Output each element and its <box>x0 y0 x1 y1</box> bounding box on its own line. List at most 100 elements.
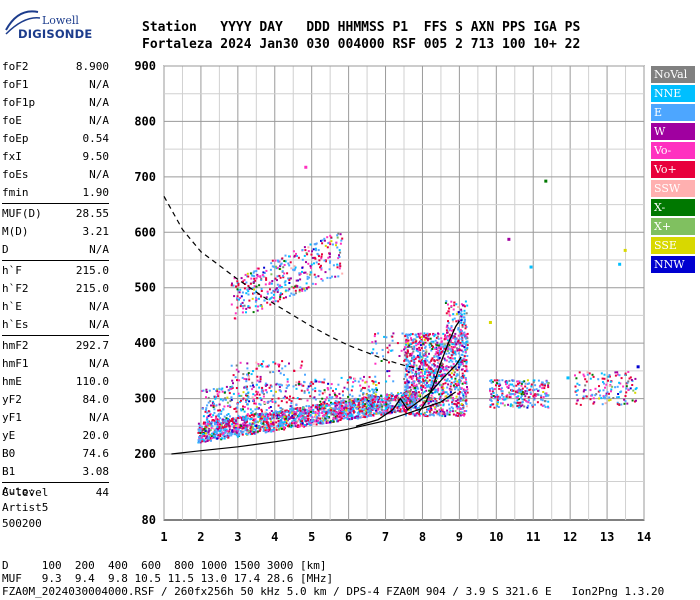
echo-point <box>312 248 315 251</box>
echo-point <box>240 303 242 306</box>
echo-point <box>255 425 258 427</box>
echo-point <box>417 380 420 383</box>
echo-point <box>404 354 407 357</box>
echo-point <box>204 421 207 424</box>
echo-point <box>293 265 296 268</box>
echo-point <box>263 266 266 269</box>
echo-point <box>214 397 217 400</box>
echo-point <box>354 416 356 419</box>
echo-point <box>463 355 466 358</box>
echo-point <box>288 282 291 284</box>
echo-point <box>460 387 463 390</box>
echo-point <box>566 376 570 380</box>
echo-point <box>301 422 304 425</box>
echo-point <box>445 379 448 382</box>
echo-point <box>523 380 526 383</box>
echo-point <box>361 410 364 413</box>
echo-point <box>410 359 413 362</box>
echo-point <box>316 415 319 418</box>
echo-point <box>336 420 339 423</box>
echo-point <box>431 357 434 360</box>
echo-point <box>411 356 414 359</box>
param-separator <box>2 203 109 204</box>
echo-point <box>262 427 265 430</box>
echo-point <box>464 336 467 339</box>
echo-point <box>540 396 543 399</box>
echo-point <box>439 343 442 346</box>
echo-point <box>423 411 426 414</box>
echo-point <box>287 277 290 280</box>
echo-point <box>583 375 586 378</box>
echo-point <box>462 399 465 402</box>
echo-point <box>459 328 462 331</box>
echo-point <box>600 372 603 375</box>
echo-point <box>314 276 317 279</box>
echo-point <box>526 392 528 395</box>
echo-point <box>380 404 383 407</box>
echo-point <box>530 383 533 386</box>
echo-point <box>371 405 374 408</box>
echo-point <box>401 332 404 335</box>
echo-point <box>410 369 413 372</box>
param-name: B1 <box>2 465 16 478</box>
echo-point <box>409 342 412 345</box>
echo-point <box>255 361 258 364</box>
echo-point <box>258 380 261 383</box>
echo-point <box>269 288 271 291</box>
echo-point <box>466 337 469 340</box>
echo-point <box>370 411 373 414</box>
echo-point <box>239 416 242 419</box>
echo-point <box>386 408 389 411</box>
echo-point <box>277 397 280 400</box>
param-name: MUF(D) <box>2 207 42 220</box>
echo-point <box>497 401 499 404</box>
echo-point <box>374 340 377 343</box>
echo-point <box>301 360 304 363</box>
echo-point <box>301 412 304 415</box>
echo-point <box>429 398 432 401</box>
echo-point <box>290 402 293 405</box>
echo-point <box>238 298 240 301</box>
echo-point <box>429 375 432 378</box>
echo-point <box>507 386 510 389</box>
echo-point <box>424 357 427 360</box>
echo-point <box>442 332 445 335</box>
param-row: MUF(D) 28.55 <box>2 205 109 223</box>
echo-point <box>237 428 240 431</box>
echo-point <box>321 239 324 242</box>
echo-point <box>267 423 270 426</box>
echo-point <box>447 326 450 329</box>
echo-point <box>404 409 406 412</box>
echo-point <box>303 408 306 411</box>
echo-point <box>289 261 292 264</box>
echo-point <box>267 414 270 417</box>
echo-point <box>534 403 536 406</box>
echo-point <box>361 379 364 382</box>
echo-point <box>255 402 257 405</box>
echo-point <box>465 312 468 315</box>
echo-point <box>409 413 412 416</box>
echo-point <box>323 239 326 242</box>
echo-point <box>375 342 378 345</box>
echo-point <box>313 256 316 259</box>
echo-point <box>343 408 346 411</box>
echo-point <box>365 393 368 396</box>
echo-point <box>520 393 523 396</box>
echo-point <box>378 410 381 413</box>
echo-point <box>381 348 384 351</box>
echo-point <box>414 404 417 407</box>
echo-point <box>547 384 550 387</box>
echo-point <box>372 407 375 410</box>
echo-point <box>212 433 215 436</box>
echo-point <box>547 405 549 408</box>
echo-point <box>323 419 326 422</box>
param-name: M(D) <box>2 225 29 238</box>
echo-point <box>406 355 409 358</box>
echo-point <box>215 415 218 418</box>
echo-point <box>296 255 298 257</box>
echo-point <box>521 391 524 394</box>
echo-point <box>277 416 280 418</box>
echo-point <box>244 419 247 422</box>
echo-point <box>532 395 535 398</box>
echo-point <box>235 368 238 371</box>
